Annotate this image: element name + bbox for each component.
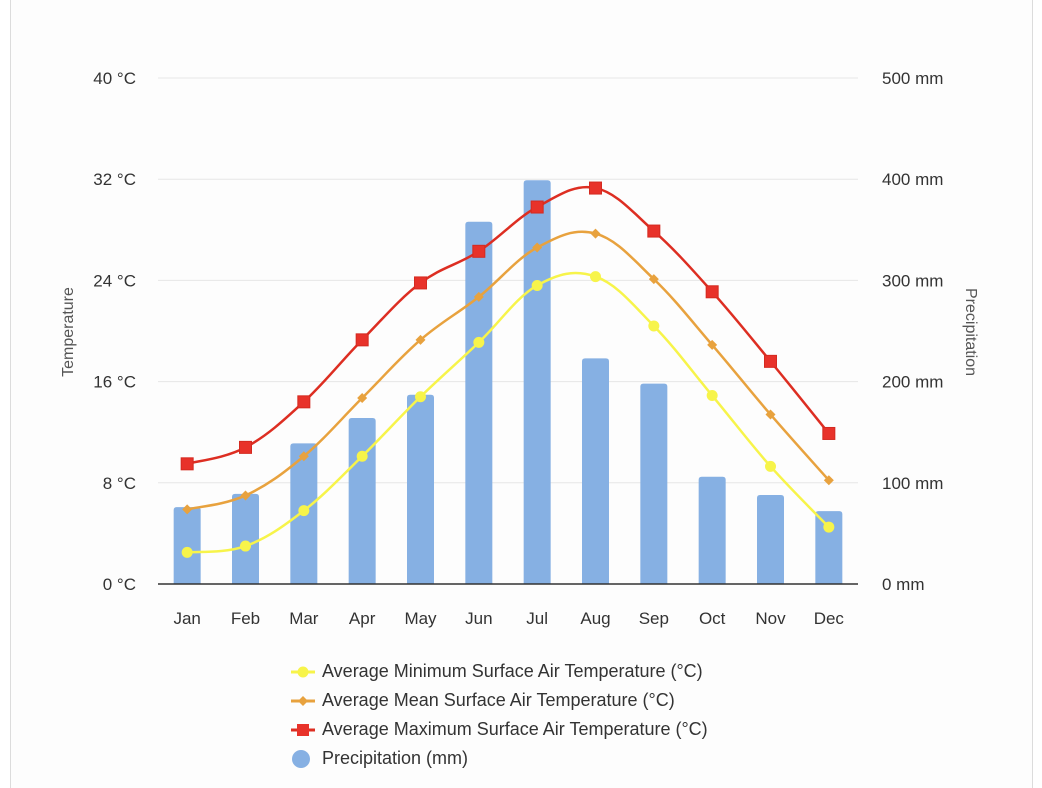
precipitation-bar bbox=[698, 476, 726, 584]
min-temperature-point bbox=[356, 450, 368, 462]
mean-temperature-point bbox=[532, 242, 543, 253]
max-temperature-point bbox=[180, 457, 194, 471]
x-tick-label: Sep bbox=[639, 609, 669, 628]
precipitation-bar bbox=[523, 180, 551, 584]
left-axis-title: Temperature bbox=[60, 287, 77, 377]
x-tick-label: May bbox=[404, 609, 437, 628]
legend-item[interactable]: Average Maximum Surface Air Temperature … bbox=[290, 715, 708, 744]
mean-temperature-point bbox=[240, 490, 251, 501]
legend-label: Average Maximum Surface Air Temperature … bbox=[322, 719, 708, 739]
x-tick-label: Feb bbox=[231, 609, 260, 628]
mean-temperature-point bbox=[473, 291, 484, 302]
precipitation-bars bbox=[173, 180, 843, 585]
x-tick-label: Apr bbox=[349, 609, 376, 628]
left-tick-label: 0 °C bbox=[103, 575, 136, 594]
right-tick-label: 300 mm bbox=[882, 271, 943, 290]
right-tick-label: 100 mm bbox=[882, 474, 943, 493]
precipitation-bar bbox=[815, 511, 843, 584]
precipitation-bar bbox=[232, 493, 259, 584]
x-tick-label: Jun bbox=[465, 609, 492, 628]
min-temperature-point bbox=[298, 505, 310, 517]
left-tick-label: 40 °C bbox=[93, 69, 136, 88]
left-tick-label: 16 °C bbox=[93, 373, 136, 392]
max-temperature-point bbox=[822, 426, 836, 440]
min-temperature-point bbox=[648, 320, 660, 332]
legend-item[interactable]: Average Mean Surface Air Temperature (°C… bbox=[290, 686, 708, 715]
min-temperature-point bbox=[706, 390, 718, 402]
x-tick-label: Jan bbox=[173, 609, 200, 628]
min-temperature-point bbox=[590, 271, 601, 283]
mean-temperature-point bbox=[590, 228, 601, 239]
precipitation-bar bbox=[348, 418, 376, 584]
left-tick-label: 24 °C bbox=[93, 271, 136, 290]
gridlines bbox=[158, 77, 858, 484]
max-temperature-point bbox=[297, 395, 311, 409]
max-temperature-point bbox=[414, 276, 427, 290]
precipitation-bar bbox=[465, 221, 493, 585]
precipitation-bar bbox=[757, 494, 784, 584]
legend-label: Precipitation (mm) bbox=[322, 748, 469, 768]
precipitation-bar bbox=[640, 383, 668, 584]
precipitation-bar bbox=[407, 394, 434, 584]
right-tick-label: 0 mm bbox=[882, 575, 925, 594]
max-temperature-point bbox=[705, 285, 719, 299]
max-temperature-point bbox=[355, 333, 369, 347]
legend-label: Average Mean Surface Air Temperature (°C… bbox=[322, 690, 675, 710]
mean-temperature-point bbox=[415, 334, 426, 345]
axes: 0 °C 8 °C 16 °C 24 °C 32 °C 40 °C 0 mm 100 mm 20… bbox=[93, 69, 943, 628]
x-tick-label: Mar bbox=[289, 609, 319, 628]
square-line-swatch-icon bbox=[290, 720, 316, 740]
legend-item[interactable]: Average Minimum Surface Air Temperature … bbox=[290, 657, 708, 686]
chart-card bbox=[10, 0, 1033, 788]
min-temperature-point bbox=[181, 546, 193, 558]
max-temperature-point bbox=[764, 354, 777, 368]
mean-temperature-point bbox=[707, 339, 718, 350]
x-tick-label: Nov bbox=[755, 609, 786, 628]
min-temperature-point bbox=[531, 279, 543, 291]
right-tick-label: 200 mm bbox=[882, 373, 943, 392]
mean-temperature-point bbox=[823, 475, 834, 486]
x-tick-label: Aug bbox=[580, 609, 610, 628]
mean-temperature-line bbox=[186, 230, 830, 511]
x-tick-label: Oct bbox=[699, 609, 726, 628]
mean-temperature-point bbox=[298, 451, 309, 462]
precipitation-bar bbox=[582, 358, 609, 584]
mean-temperature-point bbox=[357, 393, 368, 404]
circle-line-swatch-icon bbox=[290, 662, 316, 682]
legend-label: Average Minimum Surface Air Temperature … bbox=[322, 661, 703, 681]
min-temperature-point bbox=[765, 460, 776, 472]
min-temperature-point bbox=[415, 391, 426, 403]
x-tick-label: Jul bbox=[526, 609, 548, 628]
min-temperature-point bbox=[473, 336, 485, 348]
right-tick-label: 400 mm bbox=[882, 170, 943, 189]
left-tick-label: 8 °C bbox=[103, 474, 136, 493]
precipitation-bar bbox=[173, 507, 201, 584]
right-tick-label: 500 mm bbox=[882, 69, 943, 88]
mean-temperature-point bbox=[648, 274, 659, 285]
left-tick-label: 32 °C bbox=[93, 170, 136, 189]
right-axis-title: Precipitation bbox=[962, 288, 979, 376]
max-temperature-point bbox=[530, 200, 544, 214]
legend: Average Minimum Surface Air Temperature … bbox=[290, 657, 708, 773]
max-temperature-point bbox=[589, 181, 602, 195]
mean-temperature-point bbox=[765, 409, 776, 420]
x-tick-label: Dec bbox=[814, 609, 845, 628]
mean-temperature-point bbox=[182, 504, 193, 515]
circle-swatch-icon bbox=[290, 749, 316, 769]
max-temperature-point bbox=[472, 244, 486, 258]
diamond-line-swatch-icon bbox=[290, 691, 316, 711]
max-temperature-point bbox=[647, 224, 661, 238]
temperature-lines bbox=[180, 181, 836, 558]
min-temperature-point bbox=[240, 540, 251, 552]
legend-item[interactable]: Precipitation (mm) bbox=[290, 744, 708, 773]
max-temperature-point bbox=[239, 440, 252, 454]
min-temperature-point bbox=[823, 521, 835, 533]
